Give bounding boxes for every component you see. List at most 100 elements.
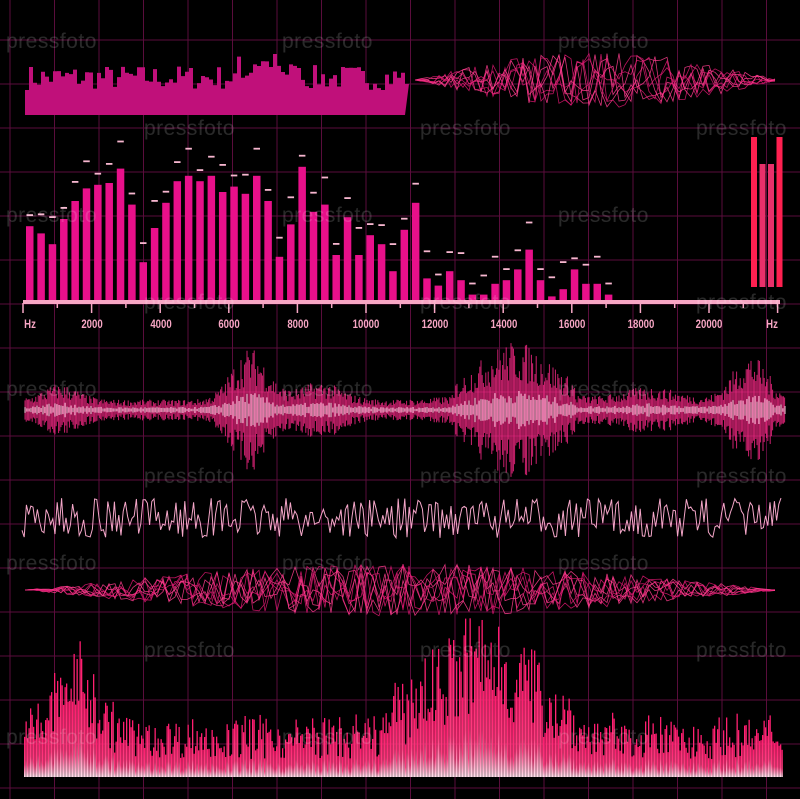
spectrum-column xyxy=(529,701,531,777)
spectrum-column xyxy=(45,720,47,777)
spectrum-column xyxy=(187,724,189,777)
spectrum-column xyxy=(429,712,431,777)
spectrum-column xyxy=(217,743,219,777)
spectrum-column xyxy=(540,690,542,777)
spectrum-column xyxy=(631,756,633,777)
spectrum-column xyxy=(81,658,83,777)
spectrum-column xyxy=(139,744,141,777)
spectrum-column xyxy=(496,686,498,777)
spectrum-column xyxy=(300,735,302,777)
spectrum-column xyxy=(727,745,729,777)
spectrum-column xyxy=(726,717,728,777)
spectrum-column xyxy=(250,758,252,777)
spectrum-column xyxy=(52,731,54,777)
spectrum-column xyxy=(744,725,746,777)
vu-meter-bar xyxy=(751,137,757,287)
vu-meter-bar xyxy=(768,164,774,287)
spectrum-column xyxy=(561,719,563,777)
spectrum-column xyxy=(79,641,81,777)
spectrum-column xyxy=(669,735,671,777)
spectrum-column xyxy=(355,714,357,777)
spectrum-column xyxy=(232,728,234,777)
spectrum-column xyxy=(180,757,182,777)
spectrum-column xyxy=(127,745,129,777)
spectrum-column xyxy=(481,619,483,777)
spectrum-column xyxy=(295,719,297,777)
spectrum-column xyxy=(451,658,453,777)
spectrum-bar xyxy=(230,186,238,300)
spectrum-column xyxy=(267,732,269,777)
spectrum-column xyxy=(85,708,87,777)
spectrum-column xyxy=(409,737,411,777)
spectrum-peak xyxy=(446,251,453,253)
spectrum-column xyxy=(402,683,404,777)
spectrum-column xyxy=(189,737,191,777)
spectrum-column xyxy=(411,679,413,777)
spectrum-column xyxy=(213,736,215,777)
spectrum-column xyxy=(166,726,168,777)
spectrum-column xyxy=(702,743,704,777)
spectrum-column xyxy=(594,723,596,777)
spectrum-column xyxy=(96,738,98,777)
spectrum-column xyxy=(319,757,321,777)
spectrum-column xyxy=(660,716,662,777)
spectrum-column xyxy=(63,704,65,777)
spectrum-column xyxy=(556,723,558,777)
watermark-text: pressfoto xyxy=(6,204,97,227)
spectrum-column xyxy=(505,662,507,777)
spectrum-column xyxy=(759,740,761,777)
spectrum-column xyxy=(391,712,393,777)
spectrum-column xyxy=(261,739,263,777)
spectrum-peak xyxy=(185,147,192,150)
spectrum-column xyxy=(258,729,260,777)
spectrum-column xyxy=(478,626,480,777)
spectrum-column xyxy=(549,697,551,777)
spectrum-column xyxy=(667,752,669,777)
spectrum-column xyxy=(75,704,77,777)
tangled-wave-top xyxy=(414,54,776,104)
spectrum-column xyxy=(337,756,339,777)
spectrum-bar xyxy=(604,294,613,300)
spectrum-peak xyxy=(559,261,567,263)
spectrum-bar xyxy=(582,283,590,300)
spectrum-column xyxy=(690,758,692,777)
spectrum-column xyxy=(538,662,540,777)
spectrum-column xyxy=(216,736,218,777)
spectrum-column xyxy=(352,725,354,777)
spectrum-column xyxy=(210,756,212,777)
spectrum-column xyxy=(552,725,554,777)
spectrum-column xyxy=(588,727,590,777)
spectrum-column xyxy=(61,685,63,777)
spectrum-column xyxy=(582,735,584,777)
spectrum-column xyxy=(450,644,452,777)
axis-tick-label: 18000 xyxy=(627,317,655,331)
spectrum-bar xyxy=(173,181,182,300)
spectrum-bar xyxy=(457,280,465,300)
tangled-wave-middle xyxy=(24,564,776,616)
spectrum-column xyxy=(375,729,377,777)
spectrum-bar xyxy=(355,255,363,300)
spectrum-column xyxy=(360,748,362,777)
spectrum-column xyxy=(238,757,240,777)
spectrum-column xyxy=(339,717,341,777)
spectrum-column xyxy=(555,694,557,777)
spectrum-column xyxy=(573,715,575,777)
spectrum-column xyxy=(40,722,42,777)
spectrum-column xyxy=(246,744,248,777)
spectrum-bar xyxy=(480,294,488,300)
watermark-text: pressfoto xyxy=(282,204,373,227)
spectrum-peak xyxy=(94,172,102,175)
spectrum-column xyxy=(747,744,749,777)
spectrum-column xyxy=(202,749,204,777)
spectrum-column xyxy=(130,727,132,777)
watermark-text: pressfoto xyxy=(558,552,649,575)
spectrum-column xyxy=(570,710,572,777)
spectrum-column xyxy=(595,751,597,777)
watermark-text: pressfoto xyxy=(282,30,373,53)
spectrum-column xyxy=(510,707,512,777)
spectrum-column xyxy=(765,727,767,777)
spectrum-column xyxy=(619,750,621,777)
watermark-text: pressfoto xyxy=(6,726,97,749)
spectrum-column xyxy=(66,683,68,777)
